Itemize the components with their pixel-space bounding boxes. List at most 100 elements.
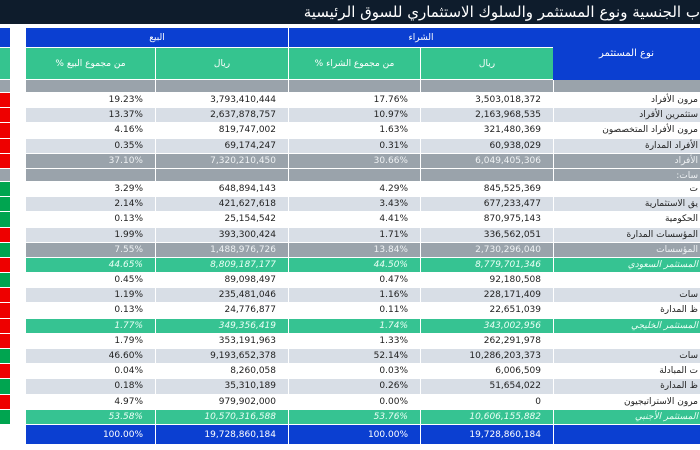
net-indicator-red bbox=[0, 227, 10, 243]
sell-pct-cell: 1.77% bbox=[25, 318, 155, 333]
investor-type-cell bbox=[553, 424, 700, 444]
buy-value-cell: 677,233,477 bbox=[420, 197, 553, 212]
sell-pct-cell: 44.65% bbox=[25, 257, 155, 273]
table-row bbox=[25, 80, 700, 93]
net-indicator-grey bbox=[0, 80, 10, 93]
table-row: 1.99% 393,300,424 1.71% 336,562,051 المؤسسات… bbox=[25, 227, 700, 243]
net-indicator-red bbox=[0, 394, 10, 410]
buy-pct-cell: 44.50% bbox=[288, 257, 420, 273]
net-indicator-none bbox=[0, 425, 10, 445]
buy-pct-cell: 100.00% bbox=[288, 424, 420, 444]
sell-pct-cell: 100.00% bbox=[25, 424, 155, 444]
table-row: 100.00% 19,728,860,184 100.00% 19,728,860,1… bbox=[25, 424, 700, 445]
buy-pct-cell: 13.84% bbox=[288, 242, 420, 257]
sell-value-cell: 35,310,189 bbox=[155, 379, 288, 394]
sell-pct-cell: 1.79% bbox=[25, 333, 155, 348]
sell-value-cell: 1,488,976,726 bbox=[155, 242, 288, 257]
sell-value-cell: 69,174,247 bbox=[155, 138, 288, 153]
net-indicator-red bbox=[0, 303, 10, 319]
sell-pct-cell: 2.14% bbox=[25, 197, 155, 212]
buy-value-cell: 321,480,369 bbox=[420, 123, 553, 138]
sell-pct-cell: 13.37% bbox=[25, 108, 155, 123]
buy-value-cell: 10,606,155,882 bbox=[420, 409, 553, 424]
table-row: 0.35% 69,174,247 0.31% 60,938,029 الأفراد ال… bbox=[25, 138, 700, 154]
investor-type-cell: ظ المدارة bbox=[553, 379, 700, 394]
buy-pct-cell: 1.71% bbox=[288, 227, 420, 242]
buy-pct-cell: 1.16% bbox=[288, 288, 420, 303]
page-title: ب الجنسية ونوع المستثمر والسلوك الاستثما… bbox=[303, 3, 700, 21]
header-row-groups: البيع الشراء bbox=[25, 28, 700, 48]
sell-value-cell: 19,728,860,184 bbox=[155, 424, 288, 444]
table-row: 0.18% 35,310,189 0.26% 51,654,022 ظ المدارة bbox=[25, 379, 700, 395]
net-indicator-red bbox=[0, 318, 10, 334]
investor-type-cell: المؤسسات bbox=[553, 242, 700, 257]
buy-value-cell: 845,525,369 bbox=[420, 181, 553, 197]
sell-value-cell: 24,776,877 bbox=[155, 303, 288, 318]
buy-pct-cell: 52.14% bbox=[288, 349, 420, 364]
buy-value-cell: 19,728,860,184 bbox=[420, 424, 553, 444]
sell-value-cell: 89,098,497 bbox=[155, 273, 288, 288]
buy-pct-cell: 3.43% bbox=[288, 197, 420, 212]
sell-pct-cell: 0.13% bbox=[25, 212, 155, 227]
table-row: 46.60% 9,193,652,378 52.14% 10,286,203,373 س… bbox=[25, 349, 700, 365]
net-indicator-red bbox=[0, 93, 10, 109]
net-indicator-green bbox=[0, 242, 10, 258]
sell-pct-cell bbox=[25, 168, 155, 181]
sell-pct-cell: 1.99% bbox=[25, 227, 155, 242]
sell-value-cell: 2,637,878,757 bbox=[155, 108, 288, 123]
table-row: 53.58% 10,570,316,588 53.76% 10,606,155,882… bbox=[25, 409, 700, 425]
buy-pct-cell: 4.29% bbox=[288, 181, 420, 197]
sell-pct-cell: 37.10% bbox=[25, 153, 155, 168]
net-indicator-green bbox=[0, 409, 10, 425]
net-indicator-green bbox=[0, 379, 10, 395]
buy-value-cell: 0 bbox=[420, 394, 553, 409]
table-row: 4.97% 979,902,000 0.00% 0 مرون الاستراتيجيون bbox=[25, 394, 700, 410]
title-bar: ب الجنسية ونوع المستثمر والسلوك الاستثما… bbox=[0, 0, 700, 24]
sell-value-cell: 648,894,143 bbox=[155, 181, 288, 197]
buy-value-cell: 336,562,051 bbox=[420, 227, 553, 242]
net-indicator-red bbox=[0, 257, 10, 274]
table-row: سات: bbox=[25, 168, 700, 182]
investor-type-cell: المستثمر السعودي bbox=[553, 257, 700, 273]
buy-value-cell: 870,975,143 bbox=[420, 212, 553, 227]
buy-value-cell: 3,503,018,372 bbox=[420, 93, 553, 108]
buy-pct-cell: 1.63% bbox=[288, 123, 420, 138]
table-row: 0.04% 8,260,058 0.03% 6,006,509 ت المبادلة bbox=[25, 364, 700, 380]
table-row: 1.77% 349,356,419 1.74% 343,002,956 المستثمر… bbox=[25, 318, 700, 334]
investor-type-cell: ت المبادلة bbox=[553, 364, 700, 379]
buy-group-header: الشراء bbox=[288, 28, 553, 47]
table-row: 0.45% 89,098,497 0.47% 92,180,508 bbox=[25, 273, 700, 289]
sell-value-cell: 3,793,410,444 bbox=[155, 93, 288, 108]
buy-value-cell: 92,180,508 bbox=[420, 273, 553, 288]
sell-pct-cell: 0.04% bbox=[25, 364, 155, 379]
table-row: 19.23% 3,793,410,444 17.76% 3,503,018,372 مر… bbox=[25, 93, 700, 109]
investor-type-header: نوع المستثمر bbox=[553, 28, 700, 80]
buy-pct-cell bbox=[288, 80, 420, 92]
sell-pct-cell: 3.29% bbox=[25, 181, 155, 197]
investor-type-cell: المستثمر الخليجي bbox=[553, 318, 700, 333]
buy-pct-cell: 10.97% bbox=[288, 108, 420, 123]
investor-type-cell bbox=[553, 273, 700, 288]
table-row: 1.19% 235,481,046 1.16% 228,171,409 سات bbox=[25, 288, 700, 304]
investor-type-cell bbox=[553, 333, 700, 348]
sell-value-cell bbox=[155, 80, 288, 92]
sell-value-cell: 8,260,058 bbox=[155, 364, 288, 379]
buy-value-cell: 60,938,029 bbox=[420, 138, 553, 153]
sell-pct-cell: 0.13% bbox=[25, 303, 155, 318]
net-indicator-red bbox=[0, 364, 10, 380]
sell-pct-cell: 0.18% bbox=[25, 379, 155, 394]
buy-pct-cell: 4.41% bbox=[288, 212, 420, 227]
buy-value-cell: 343,002,956 bbox=[420, 318, 553, 333]
investor-type-cell: مرون الاستراتيجيون bbox=[553, 394, 700, 409]
investor-type-cell: سات: bbox=[553, 168, 700, 181]
table-row: 37.10% 7,320,210,450 30.66% 6,049,405,306 ال… bbox=[25, 153, 700, 169]
buy-pct-cell: 1.33% bbox=[288, 333, 420, 348]
net-indicator-green bbox=[0, 197, 10, 213]
sell-value-cell: 9,193,652,378 bbox=[155, 349, 288, 364]
investor-type-cell: الحكومية bbox=[553, 212, 700, 227]
buy-pct-header: % من مجموع الشراء bbox=[288, 48, 420, 79]
investor-type-cell: الأفراد bbox=[553, 153, 700, 168]
buy-value-cell: 6,049,405,306 bbox=[420, 153, 553, 168]
sell-value-cell: 8,809,187,177 bbox=[155, 257, 288, 273]
buy-value-cell: 51,654,022 bbox=[420, 379, 553, 394]
